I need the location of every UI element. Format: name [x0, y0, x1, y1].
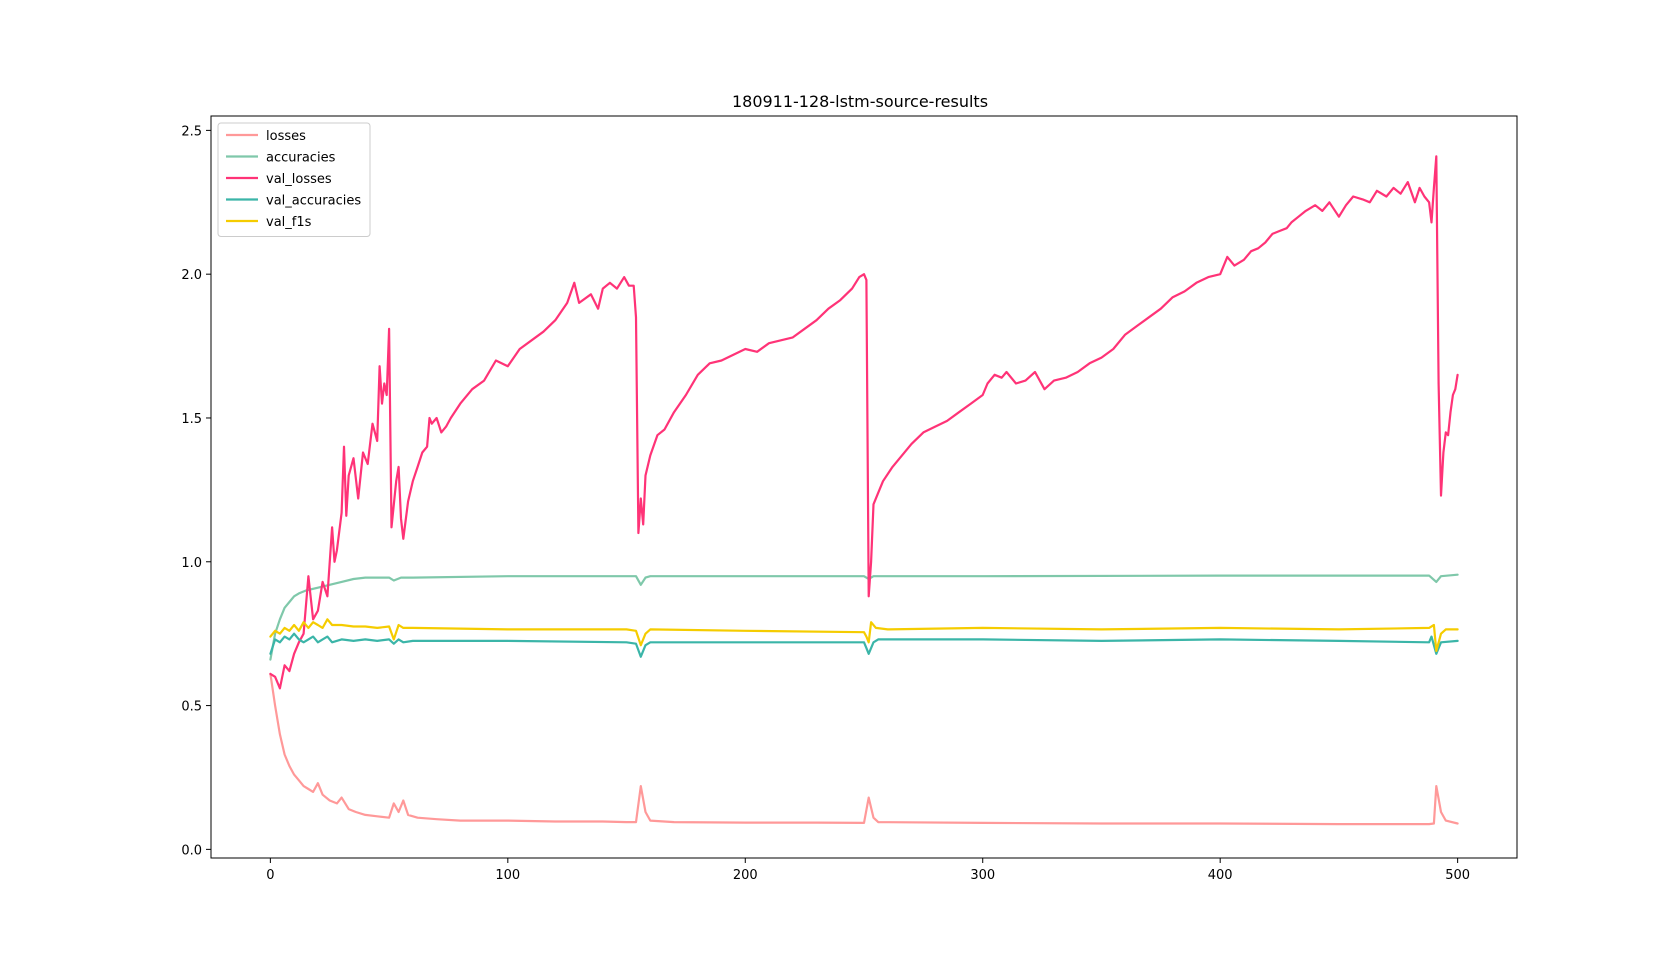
series-line-val-accuracies [269, 632, 1459, 658]
series-layer [269, 155, 1459, 826]
legend: losses accuracies val_losses val_accuracies… [217, 122, 371, 237]
x-tick-label: 200 [733, 868, 758, 883]
plot-frame [210, 115, 1518, 859]
legend-label: val_losses [266, 172, 332, 187]
legend-label: accuracies [266, 151, 336, 166]
y-tick-label: 2.5 [181, 124, 202, 139]
series-line-losses [269, 672, 1459, 826]
y-tick-label: 0.5 [181, 700, 202, 715]
y-tick-label: 2.0 [181, 268, 202, 283]
series-line-accuracies [269, 573, 1459, 661]
x-tick-label: 100 [495, 868, 520, 883]
legend-label: val_accuracies [266, 194, 361, 209]
legend-box [217, 122, 371, 237]
x-tick-label: 300 [970, 868, 995, 883]
series-line-val-losses [269, 155, 1459, 690]
y-tick-label: 0.0 [181, 843, 202, 858]
x-tick-label: 400 [1208, 868, 1233, 883]
y-tick-label: 1.0 [181, 556, 202, 571]
x-tick-label: 500 [1445, 868, 1470, 883]
y-tick-label: 1.5 [181, 412, 202, 427]
x-tick-label: 0 [266, 868, 274, 883]
series-line-val-f1s [269, 618, 1459, 652]
chart-title: 180911-128-lstm-source-results [732, 92, 988, 111]
axes-layer: 0 100 200 300 400 500 0.0 0.5 1.0 1.5 2.0 2.5 [181, 124, 1470, 883]
legend-label: losses [266, 129, 306, 144]
legend-label: val_f1s [266, 215, 312, 230]
